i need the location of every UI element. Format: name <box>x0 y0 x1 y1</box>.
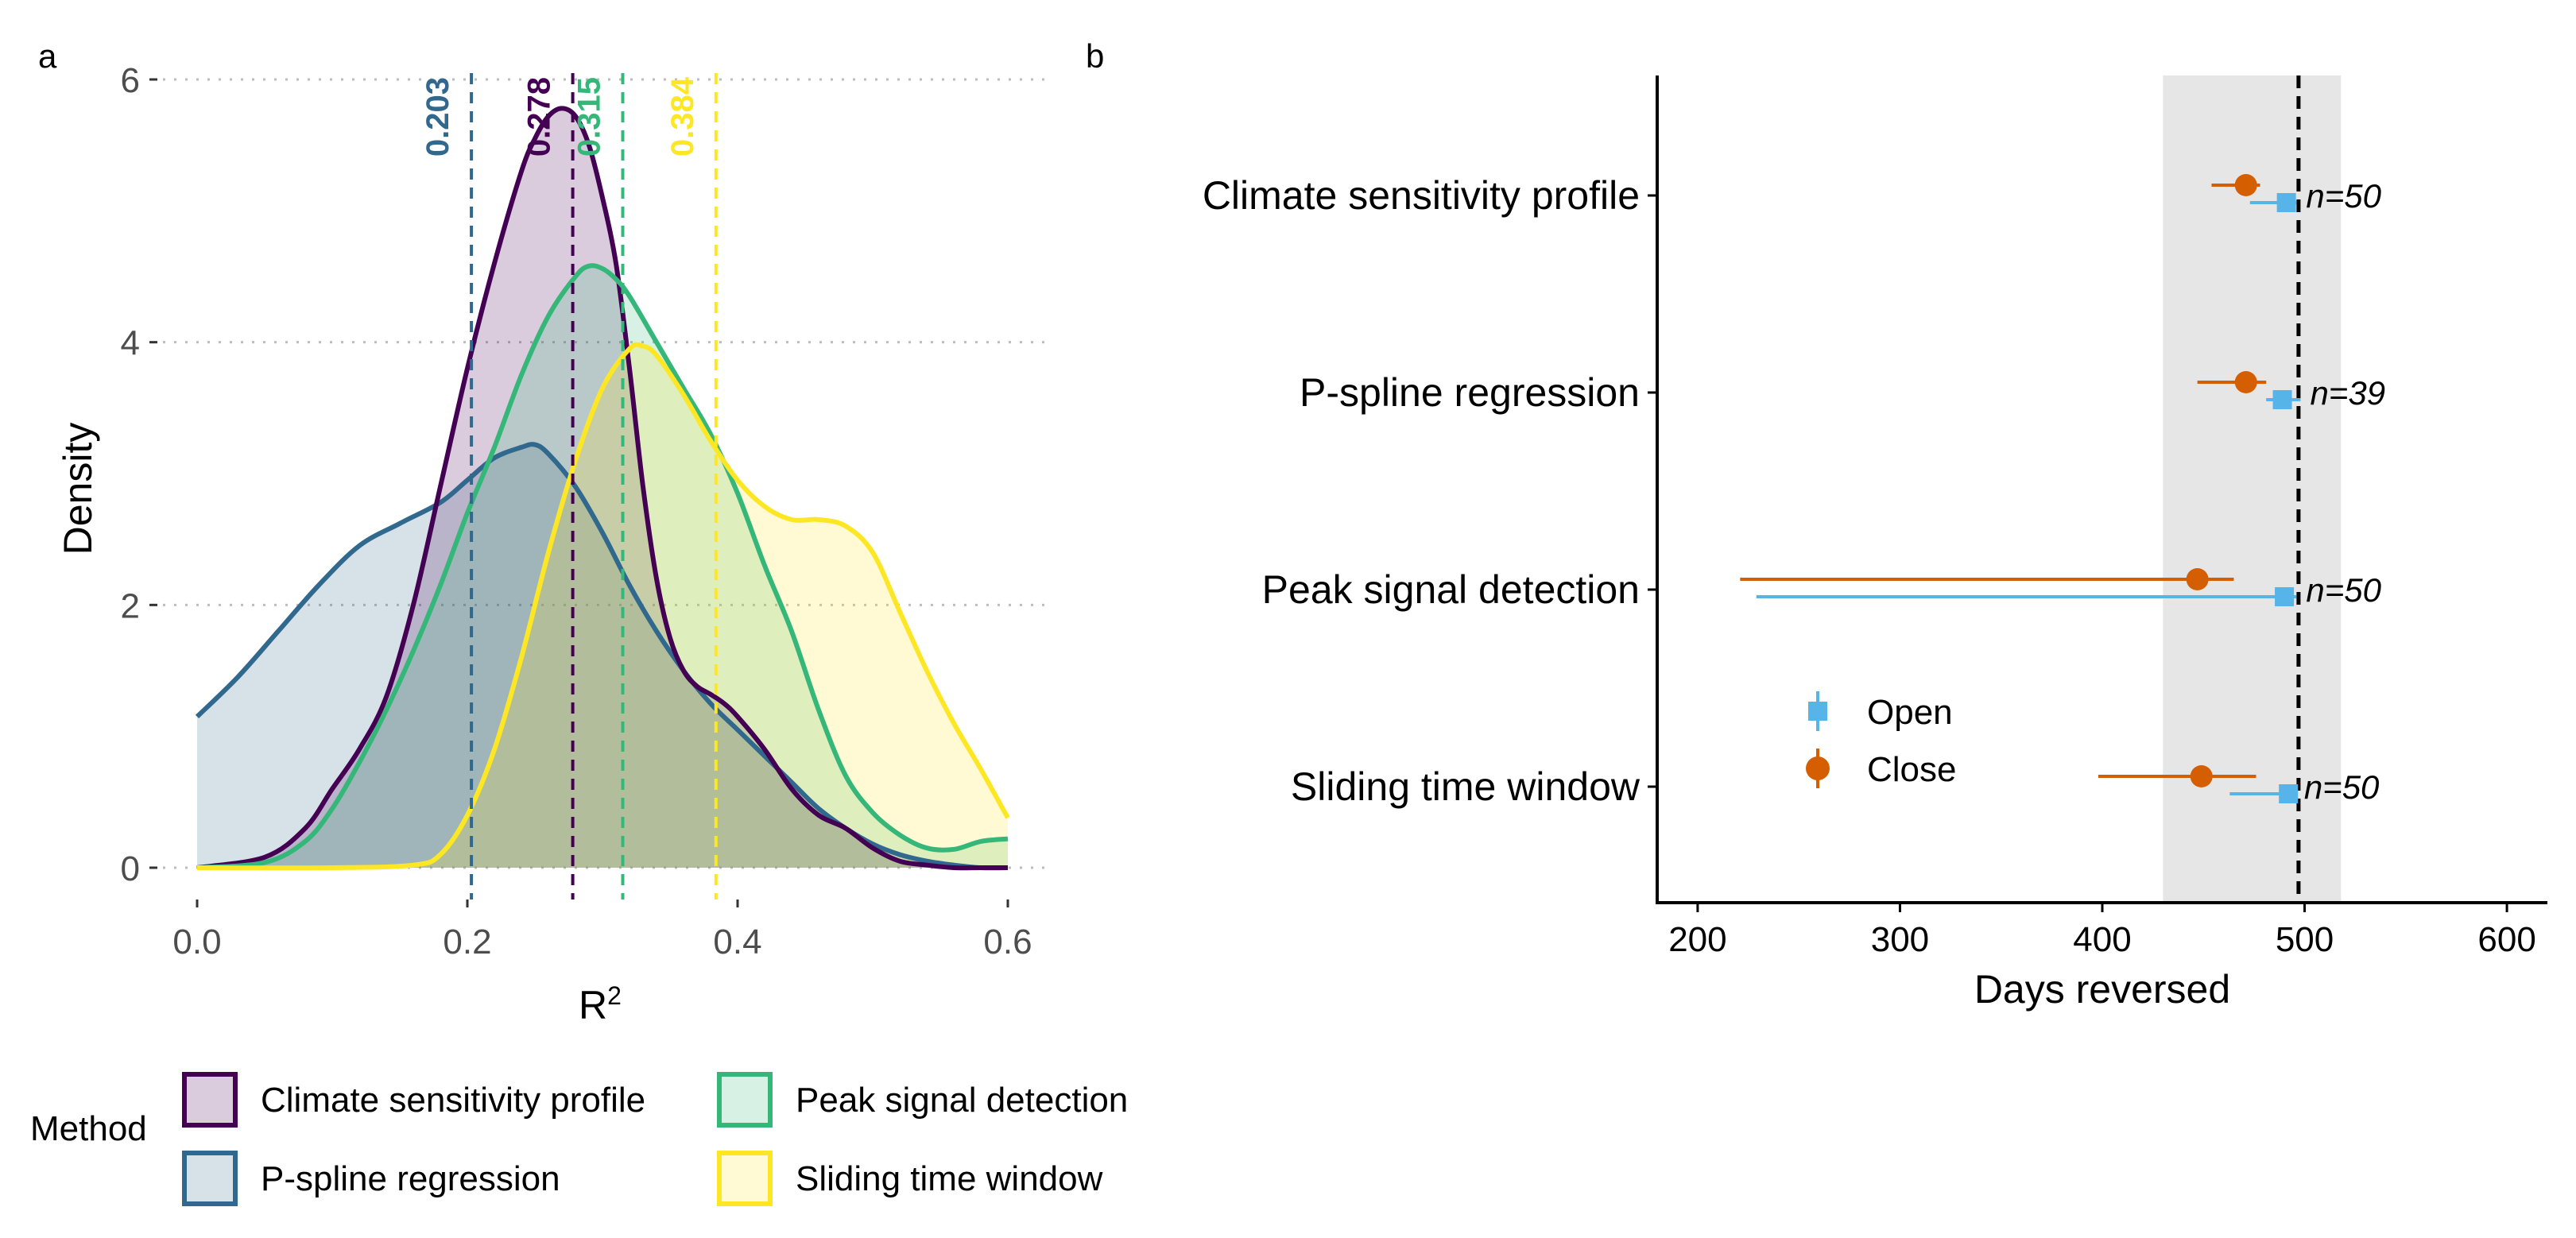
density-curve-stw <box>196 342 1010 871</box>
mean-label-csp: 0.278 <box>522 77 557 157</box>
density-area-psd <box>197 265 1008 868</box>
x-axis-label: R2 <box>579 981 622 1027</box>
density-area-psr <box>197 444 1008 869</box>
mean-label-psd: 0.315 <box>572 77 607 157</box>
y-tick-label-method: Climate sensitivity profile <box>1203 173 1640 218</box>
shaded-band <box>2163 75 2342 903</box>
x-axis-label-days: Days reversed <box>1974 967 2230 1012</box>
legend-label-open: Open <box>1867 693 1953 732</box>
density-chart: 0.278 0.203 0.315 0.384 0 2 4 6 0.0 0.2 0.4 0.6 R2… <box>56 61 1049 1027</box>
y-tick-label: 4 <box>121 324 140 363</box>
x-tick-label-days: 300 <box>1871 920 1929 959</box>
x-tick-label: 0.4 <box>713 923 761 961</box>
close-point <box>2234 174 2257 196</box>
point-ranges: n=50 n=39 n=50 n=50 <box>1740 174 2385 806</box>
legend-swatch-psr <box>182 1151 238 1206</box>
x-tick-label-days: 600 <box>2477 920 2535 959</box>
y-tick-label: 0 <box>121 849 140 888</box>
n-label: n=39 <box>2310 374 2385 412</box>
days-reversed-chart: 200 300 400 500 600 Climate sensitivity profi… <box>1203 75 2547 1012</box>
y-tick-label-method: Sliding time window <box>1291 764 1641 809</box>
x-tick-label-days: 500 <box>2276 920 2334 959</box>
y-tick-label-method: P-spline regression <box>1300 370 1640 415</box>
density-axis-ticks: 0 2 4 6 0.0 0.2 0.4 0.6 <box>121 61 1032 961</box>
density-curves <box>195 106 1010 871</box>
x-tick-label: 0.0 <box>172 923 221 961</box>
close-point <box>2190 765 2213 787</box>
mean-label-stw: 0.384 <box>665 76 700 157</box>
y-tick-label: 6 <box>121 61 140 100</box>
legend-label-psd: Peak signal detection <box>796 1081 1128 1120</box>
panel-a-label: a <box>38 37 57 75</box>
legend-label-psr: P-spline regression <box>261 1159 560 1198</box>
close-point <box>2234 371 2257 393</box>
legend-swatch-stw <box>717 1151 773 1206</box>
y-tick-label: 2 <box>121 586 140 625</box>
legend-label-csp: Climate sensitivity profile <box>261 1081 645 1120</box>
open-close-legend: Open Close <box>1806 691 1957 789</box>
open-point <box>2275 587 2295 606</box>
legend-marker-close <box>1806 756 1830 780</box>
x-tick-label: 0.2 <box>443 923 491 961</box>
density-curve-psr <box>195 442 1009 871</box>
x-tick-label-days: 400 <box>2073 920 2131 959</box>
days-axes: 200 300 400 500 600 Climate sensitivity profi… <box>1203 75 2547 959</box>
x-tick-label: 0.6 <box>983 923 1032 961</box>
n-label: n=50 <box>2304 768 2380 806</box>
legend-swatch-csp <box>182 1072 238 1128</box>
close-point <box>2186 568 2209 590</box>
open-point <box>2272 390 2292 409</box>
density-area-stw <box>197 344 1008 869</box>
legend-marker-open <box>1808 702 1827 721</box>
open-point <box>2279 784 2299 803</box>
mean-label-psr: 0.203 <box>420 77 455 157</box>
x-tick-label-days: 200 <box>1668 920 1726 959</box>
n-label: n=50 <box>2306 571 2381 609</box>
density-curve-psd <box>196 263 1009 870</box>
mean-lines: 0.278 0.203 0.315 0.384 <box>420 73 718 899</box>
y-axis-label: Density <box>56 423 100 555</box>
legend-label-stw: Sliding time window <box>796 1159 1103 1198</box>
legend-title: Method <box>30 1109 147 1148</box>
legend-label-close: Close <box>1867 750 1957 789</box>
panel-b-label: b <box>1086 37 1104 75</box>
y-tick-label-method: Peak signal detection <box>1262 567 1640 612</box>
method-legend: Method Climate sensitivity profile Peak s… <box>30 1072 1128 1206</box>
density-areas <box>197 108 1008 869</box>
legend-swatch-psd <box>717 1072 773 1128</box>
n-label: n=50 <box>2306 177 2381 215</box>
open-point <box>2276 193 2296 212</box>
